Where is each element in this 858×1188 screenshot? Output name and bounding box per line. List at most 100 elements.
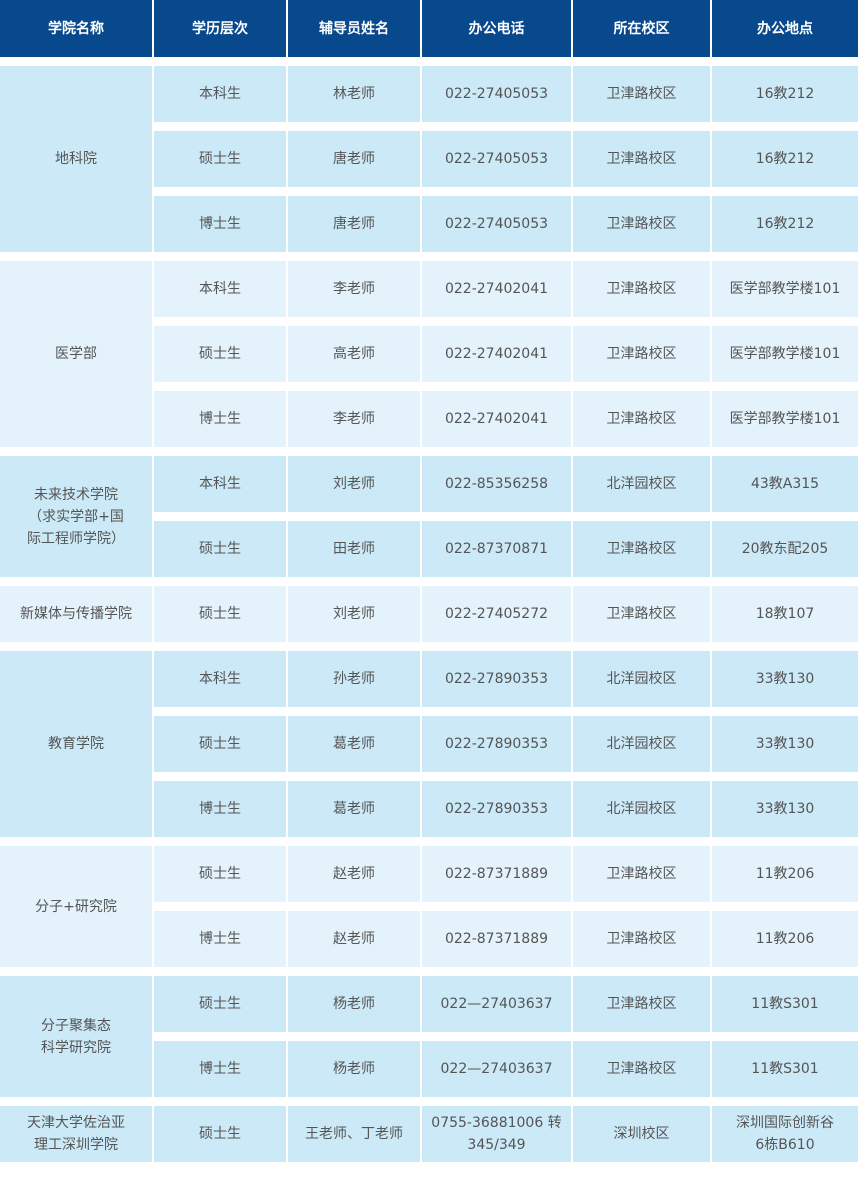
cell-office: 医学部教学楼101 bbox=[712, 261, 858, 318]
cell-campus: 北洋园校区 bbox=[573, 781, 710, 838]
cell-phone: 022-27890353 bbox=[422, 651, 571, 708]
cell-counselor: 李老师 bbox=[288, 261, 420, 318]
cell-campus: 卫津路校区 bbox=[573, 326, 710, 383]
cell-office: 医学部教学楼101 bbox=[712, 326, 858, 383]
cell-counselor: 葛老师 bbox=[288, 781, 420, 838]
cell-office: 33教130 bbox=[712, 716, 858, 773]
cell-counselor: 高老师 bbox=[288, 326, 420, 383]
cell-counselor: 田老师 bbox=[288, 521, 420, 578]
cell-level: 博士生 bbox=[154, 781, 286, 838]
table-row: 博士生 赵老师 022-87371889 卫津路校区 11教206 bbox=[0, 911, 858, 968]
cell-level: 硕士生 bbox=[154, 521, 286, 578]
cell-counselor: 刘老师 bbox=[288, 586, 420, 643]
table-row: 教育学院 本科生 孙老师 022-27890353 北洋园校区 33教130 bbox=[0, 651, 858, 838]
cell-level: 硕士生 bbox=[154, 326, 286, 383]
cell-counselor: 刘老师 bbox=[288, 456, 420, 513]
cell-phone: 022-27405053 bbox=[422, 196, 571, 253]
college-name: 教育学院 bbox=[0, 651, 152, 838]
cell-office: 16教212 bbox=[712, 196, 858, 253]
table-row: 硕士生 田老师 022-87370871 卫津路校区 20教东配205 bbox=[0, 521, 858, 578]
cell-campus: 卫津路校区 bbox=[573, 846, 710, 903]
cell-phone: 022-27405053 bbox=[422, 131, 571, 188]
table-row: 分子聚集态 科学研究院 硕士生 杨老师 022—27403637 卫津路校区 11教S301 bbox=[0, 976, 858, 1098]
cell-campus: 深圳校区 bbox=[573, 1106, 710, 1163]
cell-campus: 卫津路校区 bbox=[573, 586, 710, 643]
cell-phone: 022-85356258 bbox=[422, 456, 571, 513]
cell-campus: 卫津路校区 bbox=[573, 1041, 710, 1098]
cell-campus: 卫津路校区 bbox=[573, 976, 710, 1033]
cell-campus: 卫津路校区 bbox=[573, 66, 710, 123]
cell-campus: 北洋园校区 bbox=[573, 651, 710, 708]
cell-level: 本科生 bbox=[154, 651, 286, 708]
cell-campus: 卫津路校区 bbox=[573, 131, 710, 188]
header-campus: 所在校区 bbox=[573, 0, 710, 58]
header-row: 学院名称 学历层次 辅导员姓名 办公电话 所在校区 办公地点 bbox=[0, 0, 858, 58]
cell-office: 43教A315 bbox=[712, 456, 858, 513]
cell-level: 博士生 bbox=[154, 391, 286, 448]
cell-campus: 卫津路校区 bbox=[573, 391, 710, 448]
cell-phone: 022—27403637 bbox=[422, 976, 571, 1033]
cell-level: 博士生 bbox=[154, 911, 286, 968]
college-name: 天津大学佐治亚 理工深圳学院 bbox=[0, 1106, 152, 1163]
cell-campus: 卫津路校区 bbox=[573, 521, 710, 578]
cell-counselor: 杨老师 bbox=[288, 976, 420, 1033]
cell-office: 16教212 bbox=[712, 66, 858, 123]
cell-level: 硕士生 bbox=[154, 976, 286, 1033]
cell-level: 博士生 bbox=[154, 1041, 286, 1098]
cell-campus: 卫津路校区 bbox=[573, 911, 710, 968]
header-office: 办公地点 bbox=[712, 0, 858, 58]
cell-phone: 022-87371889 bbox=[422, 846, 571, 903]
cell-counselor: 李老师 bbox=[288, 391, 420, 448]
college-name: 未来技术学院 （求实学部+国 际工程师学院） bbox=[0, 456, 152, 578]
cell-counselor: 葛老师 bbox=[288, 716, 420, 773]
header-counselor: 辅导员姓名 bbox=[288, 0, 420, 58]
cell-level: 博士生 bbox=[154, 196, 286, 253]
header-level: 学历层次 bbox=[154, 0, 286, 58]
cell-level: 本科生 bbox=[154, 66, 286, 123]
college-name: 分子+研究院 bbox=[0, 846, 152, 968]
cell-office: 11教206 bbox=[712, 846, 858, 903]
cell-level: 硕士生 bbox=[154, 716, 286, 773]
cell-level: 本科生 bbox=[154, 261, 286, 318]
cell-level: 硕士生 bbox=[154, 846, 286, 903]
cell-counselor: 唐老师 bbox=[288, 131, 420, 188]
table-row: 地科院 本科生 林老师 022-27405053 卫津路校区 16教212 bbox=[0, 66, 858, 253]
cell-level: 硕士生 bbox=[154, 1106, 286, 1163]
cell-level: 硕士生 bbox=[154, 131, 286, 188]
cell-counselor: 王老师、丁老师 bbox=[288, 1106, 420, 1163]
cell-counselor: 孙老师 bbox=[288, 651, 420, 708]
table-row: 新媒体与传播学院 硕士生 刘老师 022-27405272 卫津路校区 18教107 bbox=[0, 586, 858, 643]
table-row: 博士生 李老师 022-27402041 卫津路校区 医学部教学楼101 bbox=[0, 391, 858, 448]
cell-phone: 022-27405053 bbox=[422, 66, 571, 123]
cell-campus: 北洋园校区 bbox=[573, 716, 710, 773]
cell-phone: 0755-36881006 转 345/349 bbox=[422, 1106, 571, 1163]
college-name: 分子聚集态 科学研究院 bbox=[0, 976, 152, 1098]
cell-level: 硕士生 bbox=[154, 586, 286, 643]
cell-counselor: 杨老师 bbox=[288, 1041, 420, 1098]
cell-phone: 022-27402041 bbox=[422, 391, 571, 448]
header-phone: 办公电话 bbox=[422, 0, 571, 58]
cell-level: 本科生 bbox=[154, 456, 286, 513]
cell-office: 20教东配205 bbox=[712, 521, 858, 578]
cell-campus: 卫津路校区 bbox=[573, 261, 710, 318]
table-row: 天津大学佐治亚 理工深圳学院 硕士生 王老师、丁老师 0755-36881006 转 34… bbox=[0, 1106, 858, 1163]
cell-office: 33教130 bbox=[712, 781, 858, 838]
table-row: 博士生 杨老师 022—27403637 卫津路校区 11教S301 bbox=[0, 1041, 858, 1098]
cell-phone: 022—27403637 bbox=[422, 1041, 571, 1098]
cell-office: 11教S301 bbox=[712, 976, 858, 1033]
cell-counselor: 赵老师 bbox=[288, 911, 420, 968]
college-name: 医学部 bbox=[0, 261, 152, 448]
cell-phone: 022-87371889 bbox=[422, 911, 571, 968]
cell-phone: 022-27402041 bbox=[422, 261, 571, 318]
cell-counselor: 赵老师 bbox=[288, 846, 420, 903]
cell-phone: 022-27402041 bbox=[422, 326, 571, 383]
table-row: 博士生 唐老师 022-27405053 卫津路校区 16教212 bbox=[0, 196, 858, 253]
cell-office: 11教206 bbox=[712, 911, 858, 968]
college-name: 新媒体与传播学院 bbox=[0, 586, 152, 643]
header-college: 学院名称 bbox=[0, 0, 152, 58]
table-row: 医学部 本科生 李老师 022-27402041 卫津路校区 医学部教学楼101 bbox=[0, 261, 858, 448]
cell-counselor: 林老师 bbox=[288, 66, 420, 123]
cell-phone: 022-87370871 bbox=[422, 521, 571, 578]
table-row: 分子+研究院 硕士生 赵老师 022-87371889 卫津路校区 11教206 bbox=[0, 846, 858, 968]
